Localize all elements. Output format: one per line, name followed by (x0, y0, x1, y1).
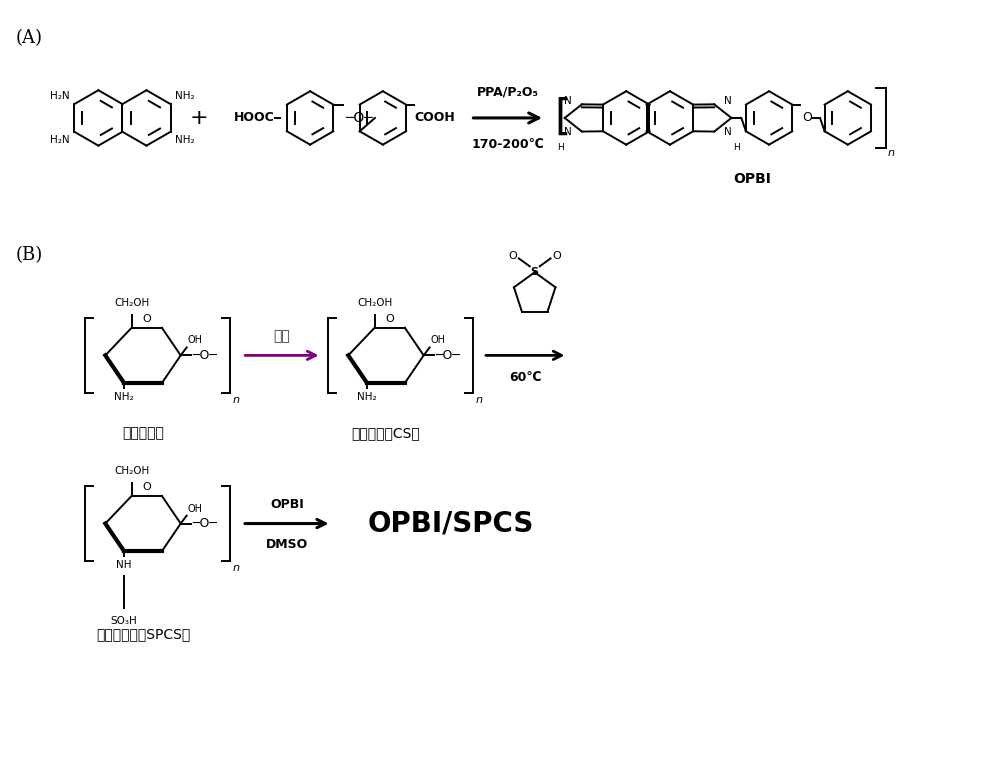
Text: n: n (888, 147, 895, 158)
Text: H: H (557, 144, 563, 152)
Text: N: N (564, 97, 572, 106)
Text: N: N (564, 126, 572, 136)
Text: (B): (B) (16, 246, 43, 264)
Text: n: n (475, 395, 482, 405)
Text: ─O─: ─O─ (193, 517, 217, 530)
Text: OPBI: OPBI (733, 172, 771, 186)
Text: ─O─: ─O─ (345, 111, 373, 125)
Text: NH₂: NH₂ (114, 392, 134, 402)
Text: O: O (802, 112, 812, 125)
Text: HOOC: HOOC (234, 112, 274, 125)
Text: 磺化壳聚糖（SPCS）: 磺化壳聚糖（SPCS） (96, 627, 190, 641)
Text: O: O (552, 251, 561, 261)
Text: NH₂: NH₂ (175, 91, 195, 101)
Text: H: H (733, 144, 739, 152)
Text: OPBI/SPCS: OPBI/SPCS (367, 509, 534, 537)
Text: CH₂OH: CH₂OH (114, 298, 149, 308)
Text: O: O (509, 251, 517, 261)
Text: (A): (A) (16, 29, 43, 47)
Text: OH: OH (188, 335, 203, 346)
Text: 粗品壳聚糖: 粗品壳聚糖 (122, 427, 164, 441)
Text: DMSO: DMSO (266, 538, 308, 551)
Text: OH: OH (431, 335, 446, 346)
Text: NH₂: NH₂ (357, 392, 377, 402)
Text: ─O─: ─O─ (436, 349, 460, 362)
Text: S: S (531, 268, 539, 277)
Text: CH₂OH: CH₂OH (114, 466, 149, 476)
Text: CH₂OH: CH₂OH (357, 298, 392, 308)
Text: 纯壳聚糖（CS）: 纯壳聚糖（CS） (352, 427, 420, 441)
Text: NH₂: NH₂ (175, 135, 195, 145)
Text: O: O (142, 482, 151, 492)
Text: 提纯: 提纯 (273, 329, 290, 343)
Text: ─O─: ─O─ (193, 349, 217, 362)
Text: SO₃H: SO₃H (111, 615, 138, 626)
Text: O: O (142, 314, 151, 324)
Text: 60℃: 60℃ (509, 371, 542, 385)
Text: O: O (385, 314, 394, 324)
Text: n: n (232, 395, 239, 405)
Text: OH: OH (188, 504, 203, 514)
Text: COOH: COOH (414, 112, 455, 125)
Text: H₂N: H₂N (50, 91, 69, 101)
Text: PPA/P₂O₅: PPA/P₂O₅ (477, 85, 539, 98)
Text: n: n (232, 563, 239, 573)
Text: N: N (724, 97, 732, 106)
Text: NH: NH (116, 560, 132, 570)
Text: 170-200℃: 170-200℃ (471, 138, 544, 151)
Text: N: N (724, 126, 732, 136)
Text: OPBI: OPBI (270, 498, 304, 511)
Text: +: + (190, 108, 208, 128)
Text: [: [ (555, 97, 571, 139)
Text: H₂N: H₂N (50, 135, 69, 145)
